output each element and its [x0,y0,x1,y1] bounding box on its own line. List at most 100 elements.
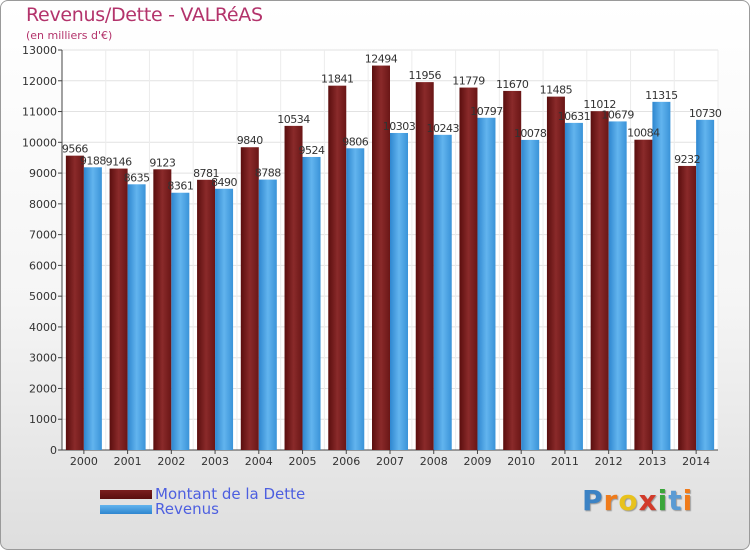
data-label: 8490 [211,176,237,189]
data-label: 11670 [496,78,529,91]
bar-revenue [477,117,496,451]
logo-letter: P [582,484,604,517]
data-label: 9840 [237,134,263,147]
bar-debt [634,139,653,450]
data-label: 11841 [321,73,354,86]
x-tick-label: 2003 [201,455,229,468]
bar-debt [503,90,522,450]
bar-revenue [346,148,365,450]
data-label: 10631 [558,110,591,123]
bar-debt [459,87,478,451]
data-label: 10534 [277,113,310,126]
data-label: 8635 [124,171,150,184]
data-label: 9566 [62,143,88,156]
data-label: 10078 [514,127,547,140]
y-tick-label: 1000 [29,413,57,426]
x-tick-label: 2001 [114,455,142,468]
x-tick-label: 2009 [463,455,491,468]
x-tick-label: 2008 [420,455,448,468]
x-tick-label: 2012 [595,455,623,468]
bar-revenue [127,184,146,451]
y-tick-label: 0 [50,444,57,457]
y-tick-label: 7000 [29,229,57,242]
bar-revenue [608,121,627,451]
y-tick-label: 13000 [22,44,57,57]
x-tick-label: 2000 [70,455,98,468]
bar-debt [284,125,303,450]
data-label: 8361 [167,180,193,193]
data-label: 10797 [470,105,503,118]
chart-title: Revenus/Dette - VALRéAS [26,4,263,26]
x-tick-label: 2011 [551,455,579,468]
data-label: 10084 [627,127,660,140]
logo-letter: i [657,484,669,517]
data-label: 11012 [583,98,616,111]
data-label: 9524 [299,144,325,157]
data-label: 10730 [689,107,722,120]
y-tick-label: 3000 [29,352,57,365]
bar-revenue [390,132,408,450]
logo-letter: x [638,484,658,517]
data-label: 8788 [255,167,281,180]
logo-letter: r [603,484,619,517]
y-tick-label: 2000 [29,382,57,395]
x-tick-label: 2010 [507,455,535,468]
y-tick-label: 11000 [22,106,57,119]
y-tick-label: 4000 [29,321,57,334]
bar-debt [372,65,390,451]
bar-debt [153,169,172,451]
x-tick-label: 2002 [157,455,185,468]
data-label: 9806 [342,135,368,148]
data-label: 10679 [601,108,634,121]
y-tick-label: 10000 [22,136,57,149]
chart-subtitle: (en milliers d'€) [26,29,113,42]
data-label: 10303 [383,120,416,133]
bar-revenue [83,167,102,451]
bar-revenue [302,156,321,450]
legend-label-debt: Montant de la Dette [155,485,306,503]
x-tick-label: 2004 [245,455,273,468]
bar-debt [197,179,216,451]
bar-revenue [521,139,540,450]
bar-debt [678,165,697,450]
y-tick-label: 8000 [29,198,57,211]
data-label: 12494 [365,53,398,66]
data-label: 11315 [645,89,678,102]
data-label: 8781 [193,167,219,180]
bar-revenue [564,122,583,451]
legend-swatch-debt [100,489,152,499]
data-label: 9188 [80,154,106,167]
data-label: 11956 [408,69,441,82]
bar-debt [546,96,565,450]
bar-debt [415,82,434,450]
logo-letter: t [668,484,683,517]
bar-revenue [652,101,671,450]
legend-item-debt: Montant de la Dette [100,485,306,503]
data-label: 11779 [452,75,485,88]
data-label: 9232 [674,153,700,166]
x-tick-label: 2006 [332,455,360,468]
data-label: 11485 [540,84,573,97]
data-label: 9146 [106,156,132,169]
logo-letter: i [682,484,694,517]
bar-debt [109,168,128,451]
bars [65,65,715,451]
bar-revenue [433,134,452,451]
y-tick-label: 5000 [29,290,57,303]
x-tick-label: 2007 [376,455,404,468]
bar-revenue [215,188,234,450]
bar-revenue [696,119,715,450]
proxiti-logo: Proxiti [582,484,693,517]
bar-debt [590,111,609,451]
legend-item-revenue: Revenus [100,500,219,518]
x-tick-label: 2005 [289,455,317,468]
bar-revenue [258,179,277,450]
bar-debt [328,85,347,451]
y-tick-label: 9000 [29,167,57,180]
data-labels: 9566 9146 9123 8781 9840 10534 11841 12494 11956… [62,53,723,193]
y-tick-label: 12000 [22,75,57,88]
bar-debt [65,155,84,450]
x-tick-label: 2014 [682,455,710,468]
y-tick-label: 6000 [29,259,57,272]
